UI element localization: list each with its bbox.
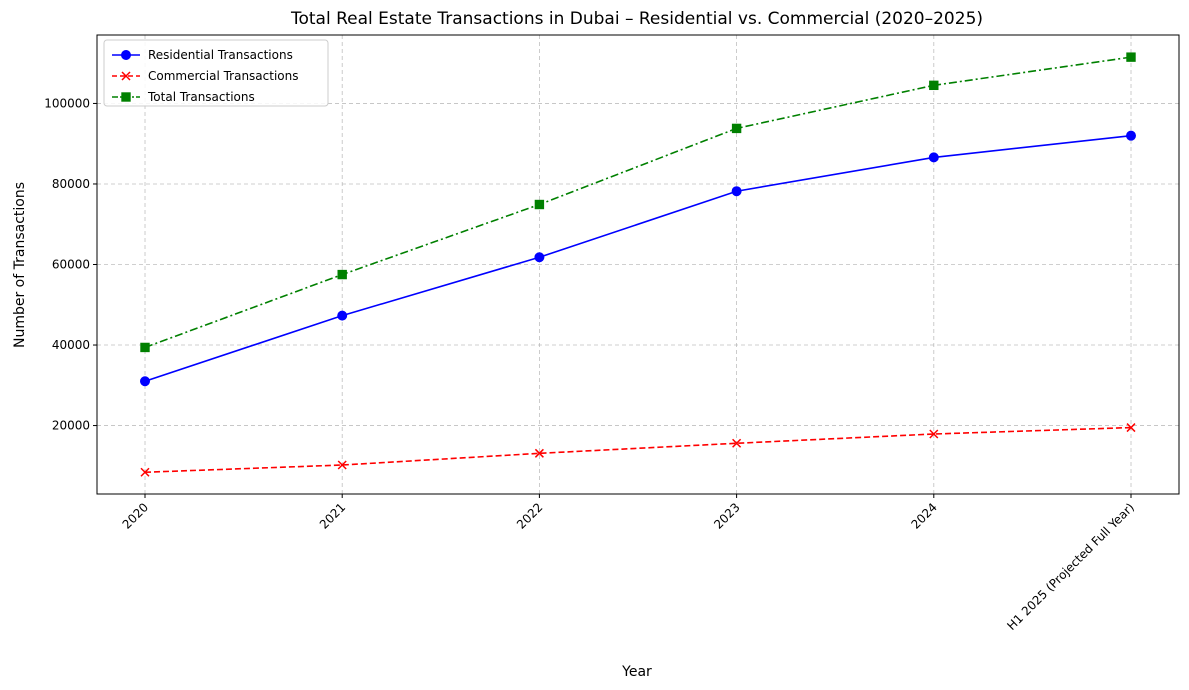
data-point bbox=[731, 186, 742, 197]
y-tick-label: 80000 bbox=[52, 177, 90, 191]
data-point bbox=[534, 199, 545, 210]
legend-label: Commercial Transactions bbox=[148, 69, 299, 83]
legend-item: Residential Transactions bbox=[112, 48, 293, 62]
legend-marker bbox=[121, 71, 131, 81]
x-axis-label: Year bbox=[621, 664, 652, 680]
data-point bbox=[929, 429, 939, 439]
data-point bbox=[140, 467, 150, 477]
y-tick-label: 20000 bbox=[52, 419, 90, 433]
data-point bbox=[337, 269, 347, 280]
y-axis-label: Number of Transactions bbox=[12, 182, 28, 348]
data-point bbox=[1126, 130, 1136, 141]
legend-marker bbox=[121, 50, 131, 60]
legend-label: Total Transactions bbox=[147, 90, 255, 104]
series-line bbox=[144, 134, 1132, 383]
data-point bbox=[140, 376, 150, 387]
legend-item: Total Transactions bbox=[112, 90, 255, 104]
y-tick-label: 60000 bbox=[52, 258, 90, 272]
data-point bbox=[140, 342, 150, 353]
series-0 bbox=[140, 130, 1136, 387]
data-point bbox=[731, 123, 742, 134]
data-point bbox=[337, 460, 347, 470]
x-tick-label: 2023 bbox=[711, 500, 742, 531]
chart-title: Total Real Estate Transactions in Dubai … bbox=[290, 9, 983, 29]
x-tick-label: 2021 bbox=[317, 500, 348, 531]
series-line bbox=[144, 426, 1132, 474]
data-point bbox=[1126, 423, 1136, 433]
y-tick-label: 40000 bbox=[52, 338, 90, 352]
data-point bbox=[337, 310, 348, 321]
legend-box bbox=[103, 39, 329, 107]
data-point bbox=[928, 152, 939, 163]
data-point bbox=[534, 252, 545, 263]
legend-marker bbox=[121, 92, 131, 102]
x-axis: 2020 2021 2022 2023 2024 H1 2025 (Projected F… bbox=[120, 494, 1137, 633]
y-tick-label: 100000 bbox=[44, 96, 90, 110]
series-layer bbox=[140, 52, 1136, 477]
data-point bbox=[732, 438, 742, 448]
grid-lines bbox=[97, 35, 1179, 494]
x-tick-label: 2022 bbox=[514, 500, 545, 531]
series-1 bbox=[140, 423, 1136, 477]
x-tick-label: 2024 bbox=[908, 500, 939, 531]
data-point bbox=[534, 448, 544, 458]
legend-item: Commercial Transactions bbox=[112, 69, 299, 83]
series-2 bbox=[140, 52, 1136, 353]
series-line bbox=[144, 56, 1132, 349]
legend: Residential Transactions Commercial Trans… bbox=[103, 39, 329, 107]
x-tick-label: H1 2025 (Projected Full Year) bbox=[1004, 500, 1137, 633]
data-point bbox=[1126, 52, 1136, 62]
y-axis: 20000 40000 60000 80000 100000 bbox=[44, 96, 97, 433]
data-point bbox=[929, 80, 939, 91]
x-tick-label: 2020 bbox=[120, 500, 151, 531]
legend-label: Residential Transactions bbox=[148, 48, 293, 62]
